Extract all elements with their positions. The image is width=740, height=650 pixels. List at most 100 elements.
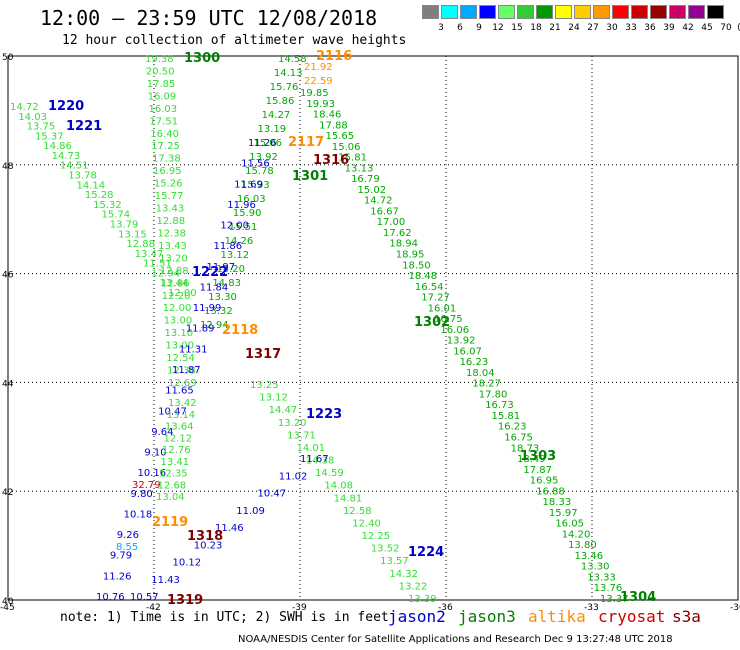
swh-value-label: 12.88 bbox=[126, 239, 155, 250]
swh-value-label: 11.09 bbox=[236, 506, 265, 517]
scale-label: 24 bbox=[568, 23, 580, 33]
lat-tick-label: 42 bbox=[2, 488, 13, 498]
swh-value-label: 18.48 bbox=[409, 271, 438, 282]
swh-value-label: 16.03 bbox=[237, 194, 266, 205]
swh-value-label: 12.12 bbox=[164, 433, 193, 444]
swh-value-label: 12.88 bbox=[157, 216, 186, 227]
scale-swatch bbox=[707, 5, 724, 19]
lon-tick-label: -45 bbox=[0, 603, 15, 613]
swh-value-label: 13.92 bbox=[447, 336, 476, 347]
swh-value-label: 15.97 bbox=[549, 508, 578, 519]
swh-value-label: 9.79 bbox=[110, 551, 132, 562]
pass-number-label: 1224 bbox=[408, 545, 444, 560]
swh-value-label: 14.59 bbox=[315, 468, 344, 479]
swh-value-label: 14.51 bbox=[60, 161, 89, 172]
swh-value-label: 13.00 bbox=[164, 316, 193, 327]
swh-value-label: 11.56 bbox=[241, 159, 270, 170]
swh-value-label: 18.49 bbox=[517, 454, 546, 465]
swh-value-label: 16.03 bbox=[149, 104, 178, 115]
swh-value-label: 13.25 bbox=[250, 380, 279, 391]
swh-value-label: 16.95 bbox=[530, 476, 559, 487]
swh-value-label: 14.73 bbox=[52, 151, 81, 162]
swh-value-label: 14.03 bbox=[18, 112, 47, 123]
scale-swatch bbox=[422, 5, 439, 19]
scale-swatch bbox=[479, 5, 496, 19]
swh-value-label: 15.86 bbox=[266, 96, 295, 107]
swh-value-label: 17.80 bbox=[479, 389, 508, 400]
scale-label: 9 bbox=[476, 23, 482, 33]
swh-value-label: 16.88 bbox=[536, 486, 565, 497]
swh-value-label: 14.81 bbox=[334, 493, 363, 504]
swh-value-label: 11.69 bbox=[234, 179, 263, 190]
swh-value-label: 15.26 bbox=[154, 179, 183, 190]
swh-value-label: 10.23 bbox=[194, 540, 223, 551]
swh-value-label: 13.15 bbox=[118, 229, 147, 240]
swh-value-label: 19.85 bbox=[300, 88, 329, 99]
scale-label: 70 bbox=[720, 23, 732, 33]
swh-value-label: 18.04 bbox=[466, 368, 495, 379]
pass-number-label: 2119 bbox=[152, 515, 188, 530]
swh-value-label: 12.58 bbox=[343, 506, 372, 517]
swh-value-label: 11.99 bbox=[193, 303, 222, 314]
swh-value-label: 14.26 bbox=[225, 236, 254, 247]
swh-value-label: 14.86 bbox=[43, 141, 72, 152]
swh-value-label: 10.18 bbox=[124, 509, 153, 520]
pass-number-label: 1303 bbox=[520, 449, 556, 464]
map-frame bbox=[7, 55, 739, 601]
swh-value-label: 11.26 bbox=[103, 571, 132, 582]
swh-value-label: 11.96 bbox=[227, 200, 256, 211]
pass-number-label: 1304 bbox=[620, 590, 656, 605]
scale-label: 15 bbox=[511, 23, 523, 33]
swh-value-label: 12.38 bbox=[157, 228, 186, 239]
swh-value-label: 10.76 bbox=[96, 592, 125, 603]
swh-value-label: 12.76 bbox=[162, 445, 191, 456]
pass-number-label: 1223 bbox=[306, 407, 342, 422]
scale-swatch bbox=[441, 5, 458, 19]
pass-number-label: 1316 bbox=[313, 153, 349, 168]
swh-value-label: 21.92 bbox=[304, 62, 333, 73]
scale-swatch bbox=[593, 5, 610, 19]
swh-value-label: 10.57 bbox=[130, 592, 159, 603]
scale-label: 6 bbox=[457, 23, 463, 33]
swh-value-label: 12.54 bbox=[166, 353, 195, 364]
swh-value-label: 16.40 bbox=[150, 129, 179, 140]
pass-number-label: 2116 bbox=[316, 49, 352, 64]
swh-value-label: 18.50 bbox=[402, 260, 431, 271]
swh-value-label: 16.79 bbox=[351, 174, 380, 185]
swh-value-label: 16.73 bbox=[485, 400, 514, 411]
legend-item-altika: altika bbox=[528, 607, 586, 626]
scale-swatch bbox=[650, 5, 667, 19]
swh-value-label: 13.12 bbox=[221, 250, 250, 261]
swh-value-label: 18.27 bbox=[472, 379, 501, 390]
scale-swatch bbox=[536, 5, 553, 19]
pass-number-label: 1302 bbox=[414, 315, 450, 330]
pass-number-label: 2118 bbox=[222, 323, 258, 338]
lat-tick-label: 46 bbox=[2, 271, 14, 281]
scale-label: 3 bbox=[438, 23, 444, 33]
swh-value-label: 32.79 bbox=[132, 480, 161, 491]
swh-value-label: 15.20 bbox=[216, 264, 245, 275]
swh-value-label: 18.94 bbox=[389, 239, 418, 250]
footnote: note: 1) Time is in UTC; 2) SWH is in fe… bbox=[60, 610, 389, 625]
swh-value-label: 13.30 bbox=[581, 562, 610, 573]
pass-number-label: 1222 bbox=[192, 265, 228, 280]
swh-value-label: 14.72 bbox=[10, 102, 39, 113]
pass-number-label: 1318 bbox=[187, 529, 223, 544]
swh-value-label: 18.33 bbox=[543, 497, 572, 508]
lon-tick-label: -42 bbox=[146, 603, 161, 613]
swh-value-label: 16.07 bbox=[453, 346, 482, 357]
swh-value-label: 16.67 bbox=[370, 206, 399, 217]
swh-value-label: 10.16 bbox=[137, 468, 166, 479]
swh-value-label: 14.38 bbox=[306, 456, 335, 467]
swh-value-label: 13.44 bbox=[160, 278, 189, 289]
pass-number-label: 1301 bbox=[292, 169, 328, 184]
scale-label: 39 bbox=[663, 23, 675, 33]
swh-value-label: 15.78 bbox=[245, 166, 274, 177]
swh-value-label: 19.93 bbox=[306, 99, 335, 110]
swh-value-label: 15.37 bbox=[35, 131, 64, 142]
swh-value-label: 11.46 bbox=[215, 523, 244, 534]
scale-swatch bbox=[631, 5, 648, 19]
pass-number-label: 2117 bbox=[288, 135, 324, 150]
swh-value-label: 16.23 bbox=[498, 422, 527, 433]
